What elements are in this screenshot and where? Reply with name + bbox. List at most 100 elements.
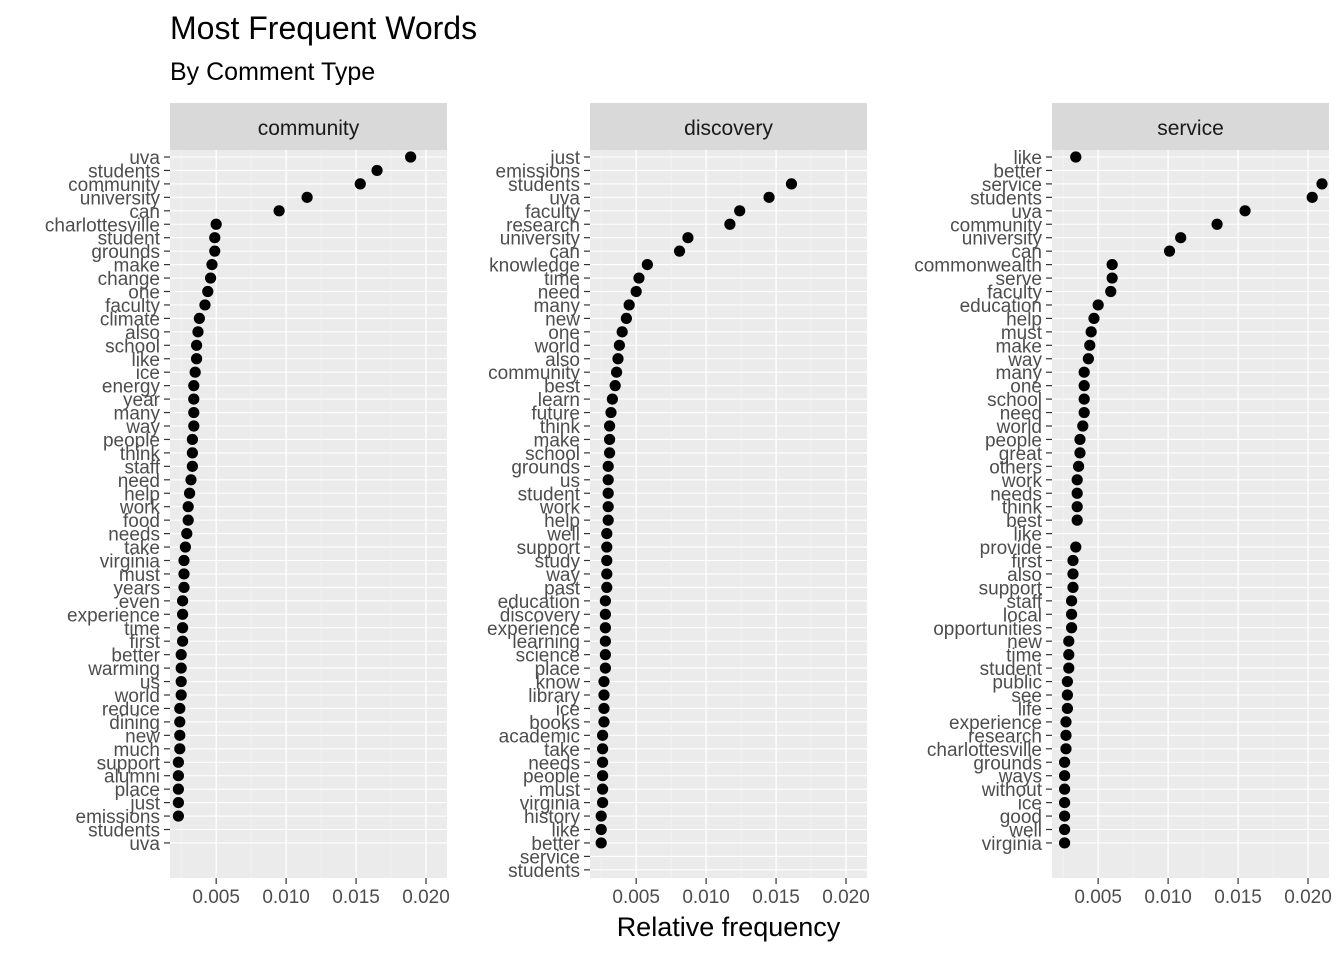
y-tick-label: serve xyxy=(996,269,1042,290)
data-point-commonwealth xyxy=(1106,259,1118,271)
data-point-way xyxy=(1082,353,1094,365)
y-tick-label: work xyxy=(539,498,581,519)
data-point-local xyxy=(1065,608,1078,620)
data-point-support xyxy=(172,756,184,768)
y-tick-label: charlottesville xyxy=(927,740,1042,761)
y-tick-label: must xyxy=(119,565,161,586)
y-tick-label: uva xyxy=(129,148,160,169)
facet-strip xyxy=(590,103,867,150)
y-tick-label: world xyxy=(534,336,580,357)
y-tick-label: study xyxy=(535,552,581,573)
data-point-future xyxy=(605,406,617,419)
data-point-reduce xyxy=(174,702,186,715)
x-tick-label: 0.015 xyxy=(332,887,380,908)
y-tick-label: support xyxy=(979,578,1043,599)
data-point-place xyxy=(599,662,611,674)
data-point-best xyxy=(1071,514,1083,526)
data-point-without xyxy=(1058,783,1071,795)
y-tick-label: can xyxy=(129,202,160,223)
data-point-needs xyxy=(596,756,609,768)
y-tick-label: change xyxy=(98,269,160,290)
y-tick-label: need xyxy=(118,471,160,492)
y-tick-label: food xyxy=(123,511,160,532)
y-tick-label: support xyxy=(97,753,161,774)
data-point-uva xyxy=(1239,205,1251,217)
chart-subtitle: By Comment Type xyxy=(170,58,376,86)
y-tick-label: can xyxy=(549,242,580,263)
y-tick-label: service xyxy=(982,175,1042,196)
y-tick-label: support xyxy=(517,538,581,559)
data-point-better xyxy=(175,649,187,661)
y-tick-label: needs xyxy=(990,484,1042,505)
data-point-learn xyxy=(606,393,618,405)
y-tick-label: experience xyxy=(949,713,1042,734)
y-tick-label: provide xyxy=(980,538,1042,559)
y-tick-label: just xyxy=(549,148,580,169)
data-point-emissions xyxy=(172,810,184,822)
data-point-also xyxy=(192,326,204,338)
y-tick-label: new xyxy=(545,309,580,330)
y-tick-label: virginia xyxy=(100,552,161,573)
y-tick-label: way xyxy=(545,565,580,586)
y-tick-label: better xyxy=(531,834,580,855)
data-point-community xyxy=(354,178,366,190)
y-tick-label: even xyxy=(119,592,160,613)
y-tick-label: uva xyxy=(129,834,160,855)
data-point-ice xyxy=(598,702,610,715)
y-tick-label: energy xyxy=(102,377,161,398)
y-tick-label: faculty xyxy=(105,296,160,317)
data-point-provide xyxy=(1070,541,1082,553)
y-tick-label: library xyxy=(528,686,580,707)
data-point-experience xyxy=(599,622,611,634)
data-point-research xyxy=(724,218,736,230)
y-tick-label: make xyxy=(996,336,1042,357)
y-tick-label: grounds xyxy=(973,753,1042,774)
data-point-uva xyxy=(763,191,775,203)
y-tick-label: work xyxy=(119,498,161,519)
y-tick-label: university xyxy=(962,229,1043,250)
y-tick-label: reduce xyxy=(102,699,160,720)
data-point-serve xyxy=(1106,272,1118,284)
data-point-must xyxy=(178,568,190,580)
y-tick-label: also xyxy=(125,323,160,344)
y-tick-label: like xyxy=(1013,525,1042,546)
data-point-much xyxy=(174,743,186,755)
y-tick-label: students xyxy=(88,161,160,182)
data-point-help xyxy=(602,514,614,526)
y-tick-label: local xyxy=(1003,605,1042,626)
y-tick-label: university xyxy=(500,229,581,250)
y-tick-label: place xyxy=(115,780,160,801)
data-point-learning xyxy=(599,635,611,647)
data-point-ice xyxy=(1058,797,1071,809)
y-tick-label: best xyxy=(544,377,581,398)
data-point-experience xyxy=(176,608,189,620)
data-point-school xyxy=(1078,393,1090,405)
y-tick-label: make xyxy=(114,256,160,277)
data-point-staff xyxy=(1065,595,1078,607)
data-point-like xyxy=(190,353,203,365)
data-point-well xyxy=(601,528,613,540)
data-point-education xyxy=(1092,299,1104,311)
data-point-needs xyxy=(181,528,193,540)
data-point-grounds xyxy=(1058,756,1071,768)
data-point-years xyxy=(178,581,190,594)
data-point-need xyxy=(185,474,197,486)
y-tick-label: better xyxy=(993,161,1042,182)
y-tick-label: virginia xyxy=(982,834,1043,855)
y-tick-label: virginia xyxy=(520,794,581,815)
x-tick-label: 0.005 xyxy=(192,887,240,908)
y-tick-label: academic xyxy=(499,726,580,747)
y-tick-label: community xyxy=(488,363,580,384)
data-point-public xyxy=(1061,675,1073,688)
data-point-many xyxy=(623,299,635,311)
y-tick-label: must xyxy=(1001,323,1043,344)
data-point-research xyxy=(1060,729,1072,741)
data-point-need xyxy=(1078,406,1090,419)
data-point-students xyxy=(371,164,383,177)
data-point-new xyxy=(1063,635,1075,647)
data-point-way xyxy=(188,420,200,432)
data-point-work xyxy=(1071,474,1083,486)
y-tick-label: better xyxy=(111,646,160,667)
y-tick-label: public xyxy=(992,673,1042,694)
y-tick-label: knowledge xyxy=(489,256,580,277)
